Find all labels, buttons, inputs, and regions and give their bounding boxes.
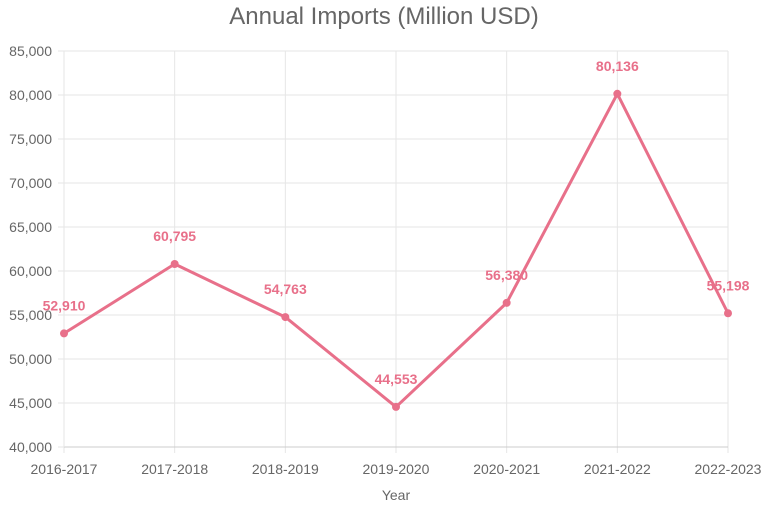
y-tick-label: 60,000 — [9, 263, 52, 279]
y-tick-label: 45,000 — [9, 395, 52, 411]
data-points — [60, 89, 732, 411]
x-tick-label: 2016-2017 — [31, 461, 98, 477]
x-tick-label: 2017-2018 — [141, 461, 208, 477]
x-tick-label: 2020-2021 — [473, 461, 540, 477]
x-tick-label: 2018-2019 — [252, 461, 319, 477]
y-axis-ticks: 40,000 45,000 50,000 55,000 60,000 65,000 70,0… — [9, 43, 64, 455]
data-point[interactable] — [281, 313, 290, 322]
y-tick-label: 80,000 — [9, 87, 52, 103]
x-axis-title: Year — [382, 487, 411, 503]
x-tick-label: 2021-2022 — [584, 461, 651, 477]
data-label: 54,763 — [264, 281, 307, 297]
y-tick-label: 40,000 — [9, 439, 52, 455]
data-point[interactable] — [613, 89, 622, 98]
data-point[interactable] — [392, 402, 400, 411]
y-tick-label: 85,000 — [9, 43, 52, 59]
data-label: 44,553 — [375, 371, 418, 387]
x-tick-label: 2019-2020 — [363, 461, 430, 477]
x-axis-ticks: 2016-2017 2017-2018 2018-2019 2019-2020 2020… — [31, 461, 762, 477]
y-tick-label: 65,000 — [9, 219, 52, 235]
x-tick-label: 2022-2023 — [695, 461, 762, 477]
data-label: 52,910 — [43, 297, 86, 313]
data-label: 55,198 — [707, 277, 750, 293]
data-label: 60,795 — [153, 228, 196, 244]
data-point[interactable] — [60, 329, 68, 338]
data-point[interactable] — [724, 309, 732, 318]
chart-title: Annual Imports (Million USD) — [229, 3, 538, 30]
data-point[interactable] — [170, 260, 179, 269]
y-tick-label: 70,000 — [9, 175, 52, 191]
data-labels: 52,910 60,795 54,763 44,553 56,380 80,136 55,1… — [43, 58, 750, 387]
y-tick-label: 50,000 — [9, 351, 52, 367]
y-tick-label: 55,000 — [9, 307, 52, 323]
data-label: 80,136 — [596, 58, 639, 74]
y-tick-label: 75,000 — [9, 131, 52, 147]
gridlines — [63, 50, 729, 453]
data-point[interactable] — [502, 298, 511, 307]
data-label: 56,380 — [485, 267, 528, 283]
axes — [63, 51, 728, 448]
